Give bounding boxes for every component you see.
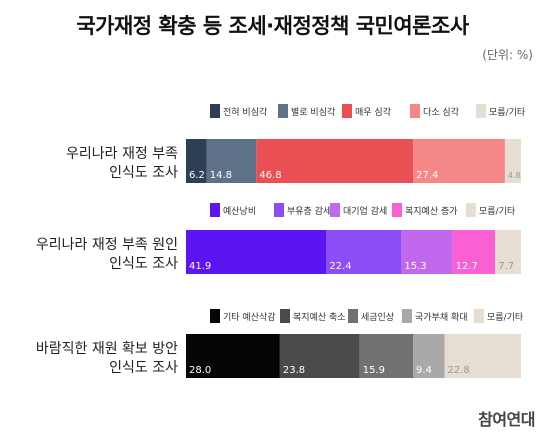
data-label: 28.0 xyxy=(189,365,211,376)
legend-swatch xyxy=(342,104,352,118)
data-label: 14.8 xyxy=(210,170,232,181)
data-label: 12.7 xyxy=(456,261,478,272)
legend-label: 모름/기타 xyxy=(487,312,524,323)
data-label: 6.2 xyxy=(189,170,205,181)
legend-swatch xyxy=(466,203,476,217)
category-label: 우리나라 재정 부족 xyxy=(66,146,178,162)
legend-swatch xyxy=(210,104,220,118)
legend-label: 예산낭비 xyxy=(223,206,256,217)
data-label: 41.9 xyxy=(189,261,211,272)
legend-label: 전혀 비심각 xyxy=(223,106,267,118)
bar-segment xyxy=(186,230,327,274)
legend-label: 부유층 감세 xyxy=(287,205,331,217)
bar-segment xyxy=(413,334,445,378)
legend-swatch xyxy=(278,104,288,118)
legend-label: 매우 심각 xyxy=(355,106,391,118)
category-label: 인식도 조사 xyxy=(109,360,178,376)
legend-swatch xyxy=(210,203,220,217)
category-label: 인식도 조사 xyxy=(109,165,178,181)
category-label: 인식도 조사 xyxy=(109,256,178,272)
legend-swatch xyxy=(410,104,420,118)
legend-label: 국가부채 확대 xyxy=(415,311,468,323)
data-label: 15.9 xyxy=(363,365,385,376)
data-label: 46.8 xyxy=(259,170,281,181)
bar-segment xyxy=(186,334,280,378)
bar-segment xyxy=(206,139,257,183)
legend-label: 다소 심각 xyxy=(423,106,459,118)
legend-label: 복지예산 증가 xyxy=(405,206,458,217)
publisher-logo: 참여연대 xyxy=(478,410,535,429)
legend-swatch xyxy=(474,309,484,323)
legend-swatch xyxy=(280,309,290,323)
legend-label: 세금인상 xyxy=(361,312,394,323)
legend-swatch xyxy=(274,203,284,217)
bar-segment xyxy=(326,230,402,274)
legend-swatch xyxy=(402,309,412,323)
bar-segment xyxy=(279,334,360,378)
bar-segment xyxy=(359,334,414,378)
chart-title: 국가재정 확충 등 조세·재정정책 국민여론조사 xyxy=(76,14,469,38)
legend-swatch xyxy=(476,104,486,118)
legend-swatch xyxy=(210,309,220,323)
legend-swatch xyxy=(330,203,340,217)
legend-label: 모름/기타 xyxy=(479,206,516,217)
data-label: 15.3 xyxy=(404,261,426,272)
legend-label: 모름/기타 xyxy=(489,107,526,118)
bar-segment xyxy=(495,230,521,274)
legend-label: 대기업 감세 xyxy=(343,205,387,217)
bar-segment xyxy=(413,139,505,183)
data-label: 9.4 xyxy=(416,365,432,376)
legend-label: 별로 비심각 xyxy=(291,106,335,118)
data-label: 27.4 xyxy=(416,170,438,181)
bar-segment xyxy=(452,230,496,274)
bar-segment xyxy=(186,139,207,183)
unit-label: (단위: %) xyxy=(482,48,533,62)
legend-swatch xyxy=(392,203,402,217)
legend-label: 기타 예산삭감 xyxy=(223,311,276,323)
data-label: 22.8 xyxy=(448,365,470,376)
category-label: 우리나라 재정 부족 원인 xyxy=(36,237,178,253)
legend-label: 복지예산 축소 xyxy=(293,312,346,323)
legend-swatch xyxy=(348,309,358,323)
data-label: 23.8 xyxy=(283,365,305,376)
data-label: 4.8 xyxy=(508,171,521,180)
bar-segment xyxy=(504,139,521,183)
bar-segment xyxy=(256,139,414,183)
category-label: 바람직한 재원 확보 방안 xyxy=(36,341,178,357)
data-label: 7.7 xyxy=(498,261,514,272)
bar-segment xyxy=(444,334,521,378)
data-label: 22.4 xyxy=(329,261,351,272)
bar-segment xyxy=(401,230,453,274)
